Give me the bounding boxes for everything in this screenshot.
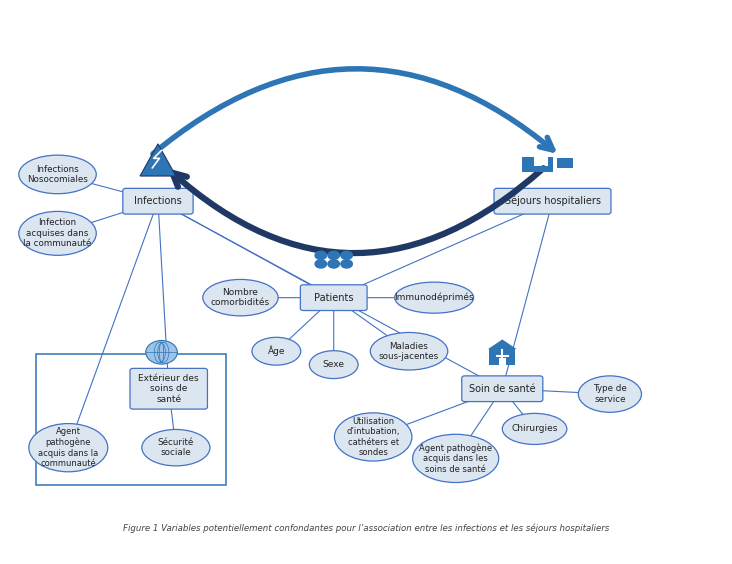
Ellipse shape	[335, 413, 412, 461]
Text: Agent pathogène
acquis dans les
soins de santé: Agent pathogène acquis dans les soins de…	[419, 443, 492, 474]
Text: Infections: Infections	[134, 196, 182, 206]
Text: Infection
acquises dans
la communauté: Infection acquises dans la communauté	[23, 218, 92, 248]
Text: Immunodéprimés: Immunodéprimés	[395, 293, 474, 302]
Polygon shape	[140, 144, 176, 176]
FancyBboxPatch shape	[462, 376, 543, 402]
Ellipse shape	[252, 337, 301, 365]
Ellipse shape	[340, 259, 353, 268]
Ellipse shape	[502, 413, 567, 444]
Circle shape	[327, 250, 340, 260]
Bar	[523, 166, 550, 172]
Ellipse shape	[142, 429, 210, 466]
Bar	[523, 157, 534, 166]
Polygon shape	[488, 340, 517, 349]
Text: Soin de santé: Soin de santé	[469, 384, 536, 394]
Ellipse shape	[310, 351, 358, 378]
Text: Séjours hospitaliers: Séjours hospitaliers	[504, 196, 600, 206]
Text: Chirurgies: Chirurgies	[512, 425, 558, 433]
Text: Nombre
comorbidités: Nombre comorbidités	[211, 288, 270, 307]
Text: Type de
service: Type de service	[593, 385, 627, 404]
Ellipse shape	[395, 282, 474, 313]
Circle shape	[340, 250, 353, 260]
Ellipse shape	[327, 259, 340, 268]
Ellipse shape	[370, 333, 448, 370]
Ellipse shape	[29, 424, 108, 472]
Ellipse shape	[19, 212, 97, 255]
Text: Agent
pathogène
acquis dans la
communauté: Agent pathogène acquis dans la communaut…	[38, 428, 98, 468]
Text: Maladies
sous-jacentes: Maladies sous-jacentes	[379, 342, 439, 361]
Circle shape	[146, 341, 177, 364]
Ellipse shape	[19, 155, 97, 193]
Bar	[36, 354, 226, 485]
Ellipse shape	[413, 434, 498, 482]
Bar	[557, 158, 572, 168]
Text: Sexe: Sexe	[323, 360, 345, 369]
FancyBboxPatch shape	[300, 285, 367, 311]
Bar	[498, 358, 506, 365]
Text: Utilisation
d’intubation,
cathéters et
sondes: Utilisation d’intubation, cathéters et s…	[346, 417, 400, 457]
FancyBboxPatch shape	[494, 188, 611, 214]
FancyBboxPatch shape	[123, 188, 193, 214]
Text: Figure 1 Variables potentiellement confondantes pour l’association entre les inf: Figure 1 Variables potentiellement confo…	[123, 523, 609, 533]
Text: Sécurité
sociale: Sécurité sociale	[158, 438, 194, 457]
Text: Extérieur des
soins de
santé: Extérieur des soins de santé	[138, 374, 199, 404]
FancyBboxPatch shape	[130, 368, 207, 409]
Circle shape	[314, 250, 327, 260]
Text: Âge: Âge	[268, 346, 285, 356]
Ellipse shape	[203, 279, 278, 316]
Ellipse shape	[578, 376, 641, 412]
Ellipse shape	[314, 259, 327, 268]
Text: Patients: Patients	[314, 293, 354, 303]
Bar	[490, 349, 515, 365]
Text: Infections
Nosocomiales: Infections Nosocomiales	[27, 165, 88, 184]
Bar	[548, 157, 553, 172]
